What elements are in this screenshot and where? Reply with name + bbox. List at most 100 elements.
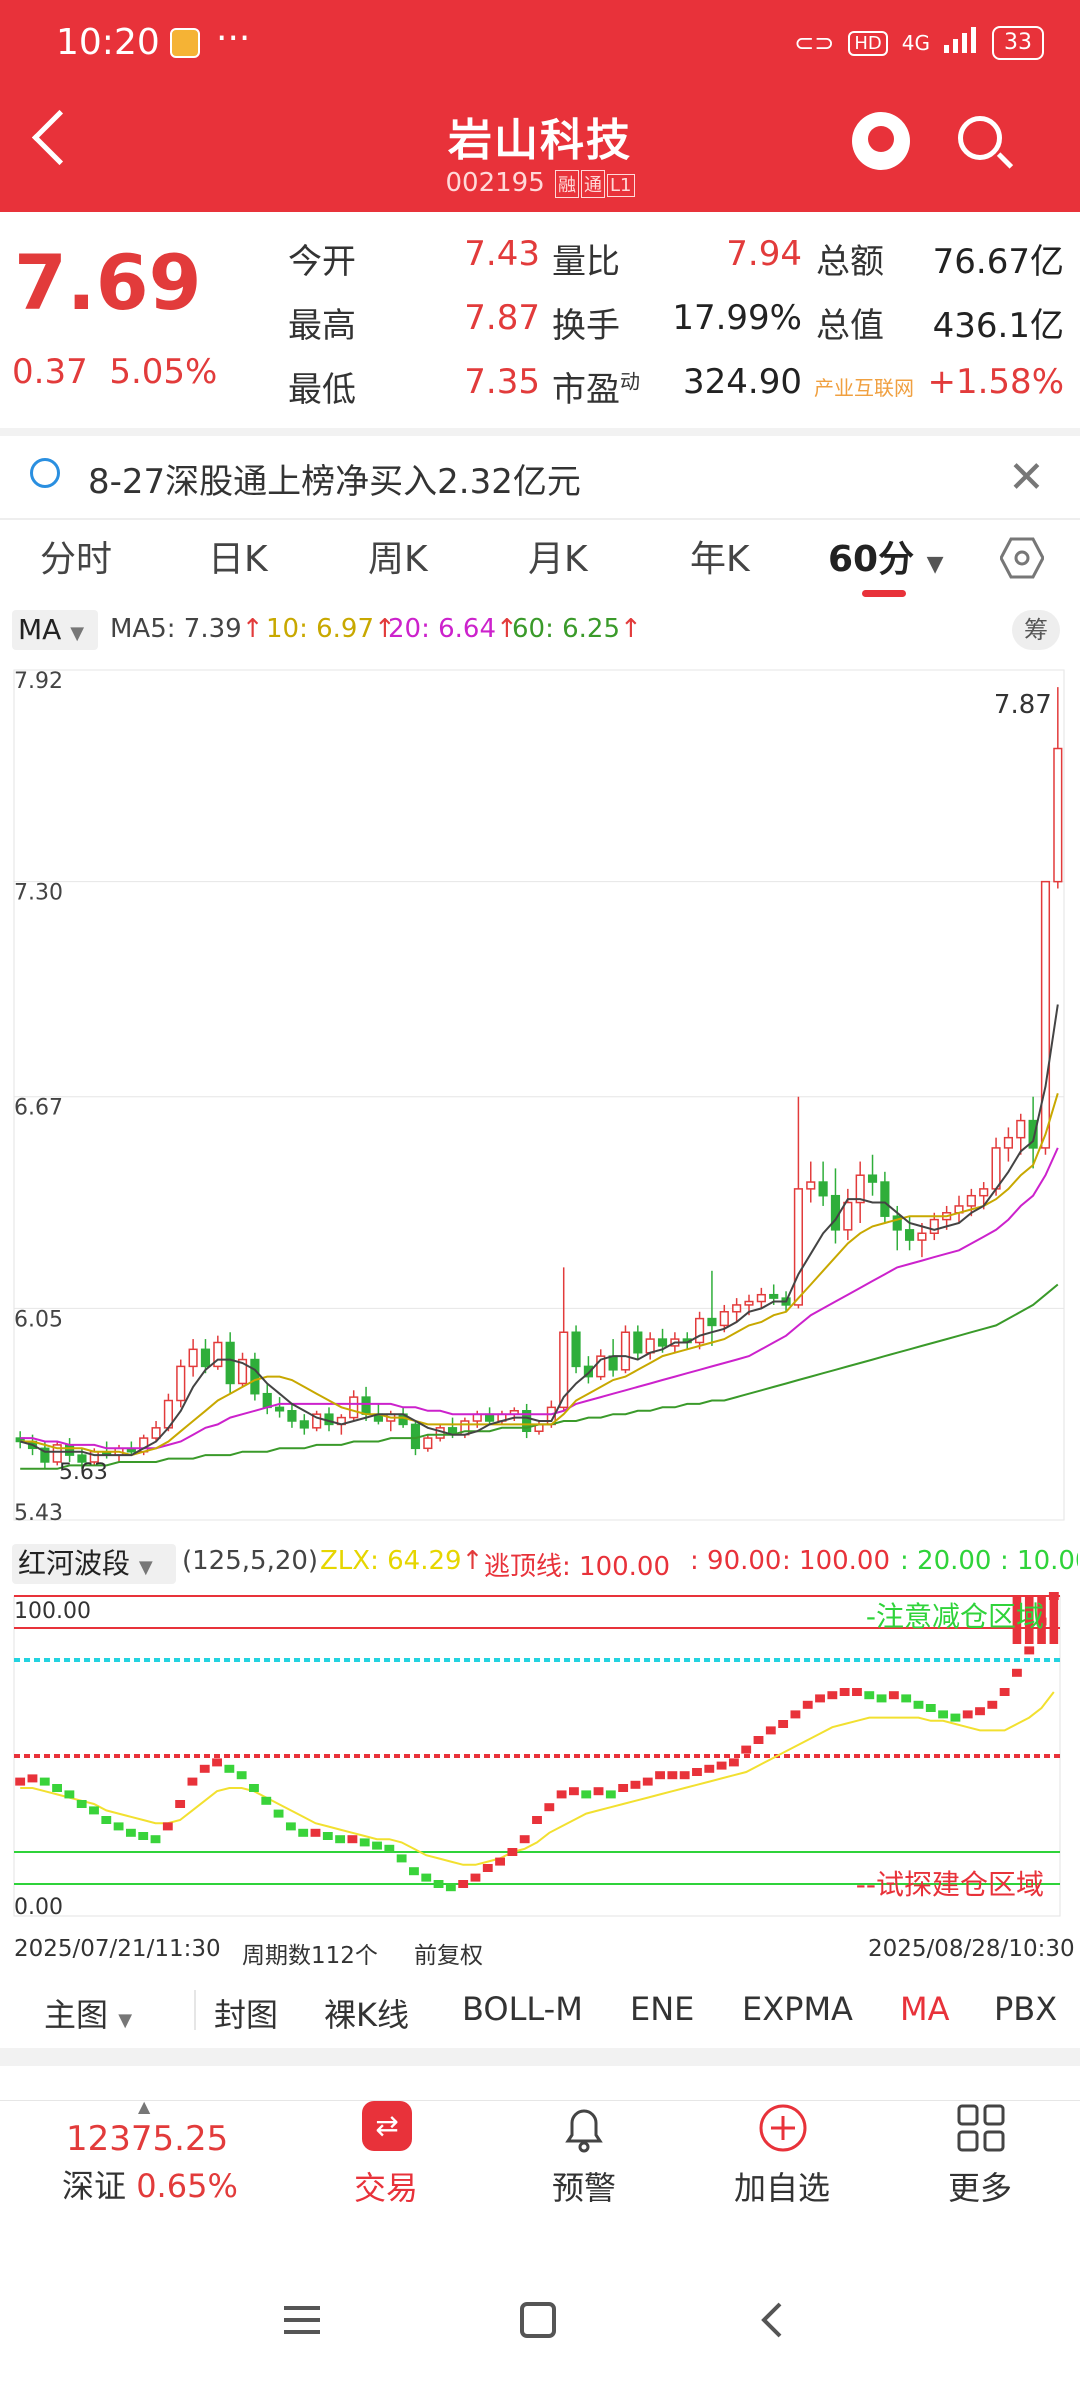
search-icon[interactable] bbox=[958, 116, 1002, 160]
home-icon[interactable] bbox=[518, 2300, 558, 2340]
zlx-bar bbox=[285, 1822, 296, 1831]
zlx-bar bbox=[532, 1816, 542, 1824]
zlx-bar bbox=[544, 1803, 555, 1812]
ma-selector[interactable]: MA ▼ bbox=[12, 610, 98, 650]
zlx-bar bbox=[716, 1761, 727, 1770]
network-label: 4G bbox=[901, 31, 930, 55]
price-change: 0.37 5.05% bbox=[12, 352, 217, 392]
ma20-line bbox=[20, 1147, 1059, 1450]
close-icon[interactable]: ✕ bbox=[1008, 452, 1045, 503]
candle-down bbox=[522, 1410, 532, 1432]
nav-alert[interactable]: 预警 bbox=[551, 2169, 616, 2207]
bell-icon[interactable] bbox=[560, 2103, 608, 2153]
zlx-bar bbox=[236, 1771, 247, 1780]
zlx-bar bbox=[199, 1764, 210, 1773]
candle-down bbox=[880, 1181, 890, 1217]
zlx-bar bbox=[987, 1700, 998, 1709]
tab-weekly-k[interactable]: 周K bbox=[368, 539, 428, 580]
up-arrow: ↑ bbox=[620, 614, 642, 644]
itab-fengtu[interactable]: 封图 bbox=[214, 1996, 279, 2034]
zlx-bar bbox=[827, 1691, 838, 1700]
candle-up bbox=[1053, 747, 1063, 883]
itab-main[interactable]: 主图 ▼ bbox=[44, 1990, 132, 2036]
zlx-bar bbox=[27, 1774, 38, 1783]
grid-icon[interactable] bbox=[956, 2103, 1006, 2153]
back-nav-icon[interactable] bbox=[752, 2300, 792, 2340]
notice-text[interactable]: 8-27深股通上榜净买入2.32亿元 bbox=[88, 462, 581, 502]
divider bbox=[194, 1990, 196, 2030]
menu-icon[interactable] bbox=[282, 2300, 322, 2340]
candle-up bbox=[855, 1174, 865, 1204]
min-price-label: 5.63 bbox=[59, 1460, 108, 1485]
candle-down bbox=[707, 1317, 717, 1327]
zlx-bar bbox=[64, 1790, 75, 1799]
itab-ene[interactable]: ENE bbox=[630, 1990, 695, 2028]
indicator-chart[interactable]: 100.00 0.00 -注意减仓区域 --试探建仓区域 bbox=[0, 1586, 1080, 1932]
chip-distribution-button[interactable]: 筹 bbox=[1012, 610, 1060, 650]
candle-down bbox=[250, 1358, 260, 1395]
page-title: 岩山科技 bbox=[448, 115, 632, 166]
zlx-bar bbox=[519, 1835, 530, 1844]
nav-trade[interactable]: 交易 bbox=[353, 2169, 418, 2207]
tab-60min[interactable]: 60分 ▼ bbox=[828, 530, 944, 582]
tab-monthly-k[interactable]: 月K bbox=[528, 539, 588, 580]
ma10-legend: 10: 6.97↑ bbox=[266, 614, 396, 644]
v100-legend: : 100.00 bbox=[782, 1546, 890, 1576]
candle-down bbox=[275, 1406, 285, 1412]
zlx-bar bbox=[741, 1745, 752, 1754]
low-value: 7.35 bbox=[464, 362, 540, 402]
candle-up bbox=[213, 1341, 223, 1368]
signal-icon bbox=[944, 27, 978, 59]
zlx-bar bbox=[667, 1771, 678, 1780]
candle-down bbox=[287, 1410, 297, 1422]
candle-up bbox=[151, 1427, 161, 1439]
zone-top-label: -注意减仓区域 bbox=[866, 1600, 1044, 1633]
add-circle-icon[interactable] bbox=[758, 2103, 808, 2153]
candle-up bbox=[991, 1147, 1001, 1190]
candle-down bbox=[892, 1215, 902, 1231]
candle-down bbox=[1028, 1119, 1038, 1149]
zlx-bar bbox=[175, 1800, 186, 1808]
settings-hex-icon[interactable] bbox=[1000, 536, 1044, 580]
zlx-bar bbox=[125, 1828, 136, 1837]
kline-chart[interactable]: 7.92 7.30 6.67 6.05 5.43 7.87 5.63 bbox=[0, 660, 1080, 1540]
indicator-selector[interactable]: 红河波段 ▼ bbox=[12, 1544, 176, 1584]
zlx-bar bbox=[249, 1784, 259, 1792]
tab-yearly-k[interactable]: 年K bbox=[690, 539, 750, 580]
itab-pbx[interactable]: PBX bbox=[994, 1990, 1058, 2028]
zlx-bar bbox=[568, 1787, 579, 1796]
zlx-bar bbox=[888, 1691, 899, 1700]
tab-timeshare[interactable]: 分时 bbox=[40, 539, 113, 580]
zlx-bar bbox=[76, 1800, 87, 1808]
market-cap-label: 总值 bbox=[816, 306, 884, 346]
candle-up bbox=[793, 1188, 803, 1306]
nav-more[interactable]: 更多 bbox=[947, 2169, 1012, 2207]
nav-add-watchlist[interactable]: 加自选 bbox=[733, 2169, 830, 2207]
zlx-bar bbox=[433, 1880, 444, 1888]
candle-down bbox=[867, 1174, 878, 1183]
tab-daily-k[interactable]: 日K bbox=[208, 539, 268, 580]
zlx-bar bbox=[852, 1688, 862, 1696]
zlx-bar bbox=[212, 1758, 222, 1767]
top-signal-bar bbox=[1024, 1596, 1034, 1644]
zlx-bar bbox=[802, 1700, 813, 1709]
itab-expma[interactable]: EXPMA bbox=[742, 1990, 853, 2028]
tdx-legend: 逃顶线: 100.00 bbox=[484, 1552, 670, 1582]
signal-line bbox=[20, 1691, 1055, 1866]
stock-code: 002195 bbox=[445, 168, 545, 198]
itab-naked-k[interactable]: 裸K线 bbox=[324, 1996, 409, 2034]
up-arrow: ↑ bbox=[496, 614, 518, 644]
trade-icon[interactable]: ⇄ bbox=[362, 2101, 412, 2151]
change-value: 0.37 bbox=[12, 352, 88, 392]
itab-ma[interactable]: MA bbox=[900, 1990, 950, 2028]
zlx-bar bbox=[593, 1787, 604, 1796]
y-tick-label: 6.67 bbox=[14, 1096, 63, 1121]
zlx-bar bbox=[273, 1809, 284, 1818]
adjust-mode[interactable]: 前复权 bbox=[414, 1943, 483, 1969]
sector-name[interactable]: 产业互联网 bbox=[814, 376, 914, 400]
itab-boll[interactable]: BOLL-M bbox=[462, 1990, 583, 2028]
chevron-down-icon: ▼ bbox=[138, 1557, 153, 1578]
notice-bar[interactable]: 8-27深股通上榜净买入2.32亿元 ✕ bbox=[0, 428, 1080, 520]
zlx-legend: ZLX: 64.29↑ bbox=[320, 1546, 483, 1576]
candle-up bbox=[349, 1396, 359, 1419]
